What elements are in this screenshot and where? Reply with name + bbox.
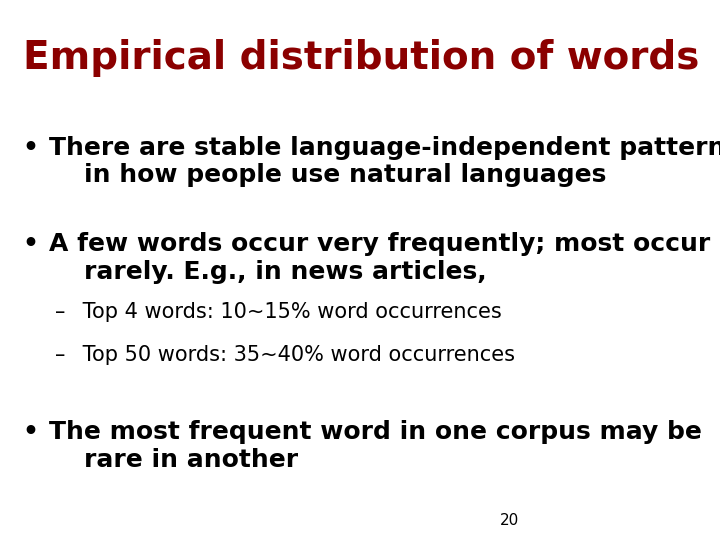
Text: –: – <box>55 302 65 322</box>
Text: •: • <box>23 232 39 256</box>
Text: Top 50 words: 35~40% word occurrences: Top 50 words: 35~40% word occurrences <box>76 345 515 365</box>
Text: –: – <box>55 345 65 365</box>
Text: Top 4 words: 10~15% word occurrences: Top 4 words: 10~15% word occurrences <box>76 302 502 322</box>
Text: •: • <box>23 421 39 444</box>
Text: The most frequent word in one corpus may be
    rare in another: The most frequent word in one corpus may… <box>50 421 702 472</box>
Text: A few words occur very frequently; most occur
    rarely. E.g., in news articles: A few words occur very frequently; most … <box>50 232 711 284</box>
Text: 20: 20 <box>500 513 519 528</box>
Text: •: • <box>23 136 39 160</box>
Text: Empirical distribution of words: Empirical distribution of words <box>23 39 699 77</box>
Text: There are stable language-independent patterns
    in how people use natural lan: There are stable language-independent pa… <box>50 136 720 187</box>
